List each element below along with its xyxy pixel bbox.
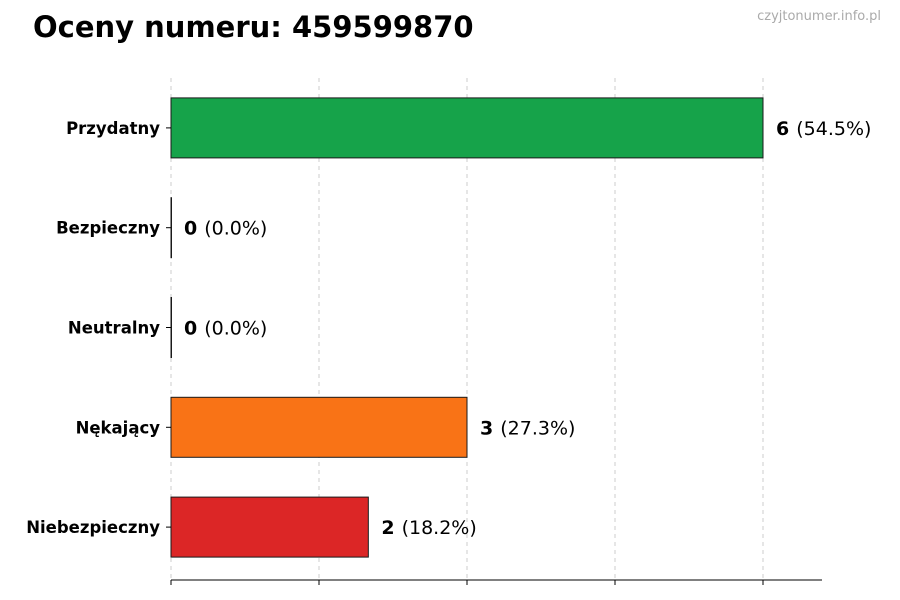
category-label: Niebezpieczny [26, 518, 160, 537]
value-label: 3 (27.3%) [480, 417, 575, 439]
value-count: 3 [480, 417, 493, 439]
value-count: 0 [184, 318, 197, 340]
value-label: 0 (0.0%) [184, 218, 267, 240]
value-percent: (0.0%) [204, 318, 267, 340]
category-labels: Przydatny Bezpieczny Neutralny Nękający Nieb… [26, 119, 160, 537]
value-label: 0 (0.0%) [184, 318, 267, 340]
value-percent: (0.0%) [204, 218, 267, 240]
category-label: Nękający [76, 418, 161, 437]
value-percent: (54.5%) [796, 118, 871, 140]
bar-0 [170, 97, 764, 159]
bar-2 [170, 297, 172, 358]
chart-title: Oceny numeru: 459599870 [33, 10, 474, 44]
value-percent: (27.3%) [500, 417, 575, 439]
watermark: czyjtonumer.info.pl [757, 9, 881, 24]
bars [170, 97, 764, 558]
value-labels: 6 (54.5%) 0 (0.0%) 0 (0.0%) 3 (27.3%) 2 (18.2%) [184, 118, 871, 539]
value-count: 6 [776, 118, 789, 140]
bar-1 [170, 197, 172, 259]
value-count: 0 [184, 218, 197, 240]
bar-4 [170, 496, 369, 558]
category-label: Bezpieczny [56, 219, 160, 238]
axes [166, 127, 822, 585]
value-label: 2 (18.2%) [381, 517, 476, 539]
category-label: Neutralny [68, 319, 160, 338]
value-count: 2 [381, 517, 394, 539]
bar-3 [170, 396, 468, 458]
value-label: 6 (54.5%) [776, 118, 871, 140]
value-percent: (18.2%) [402, 517, 477, 539]
category-label: Przydatny [66, 119, 160, 138]
